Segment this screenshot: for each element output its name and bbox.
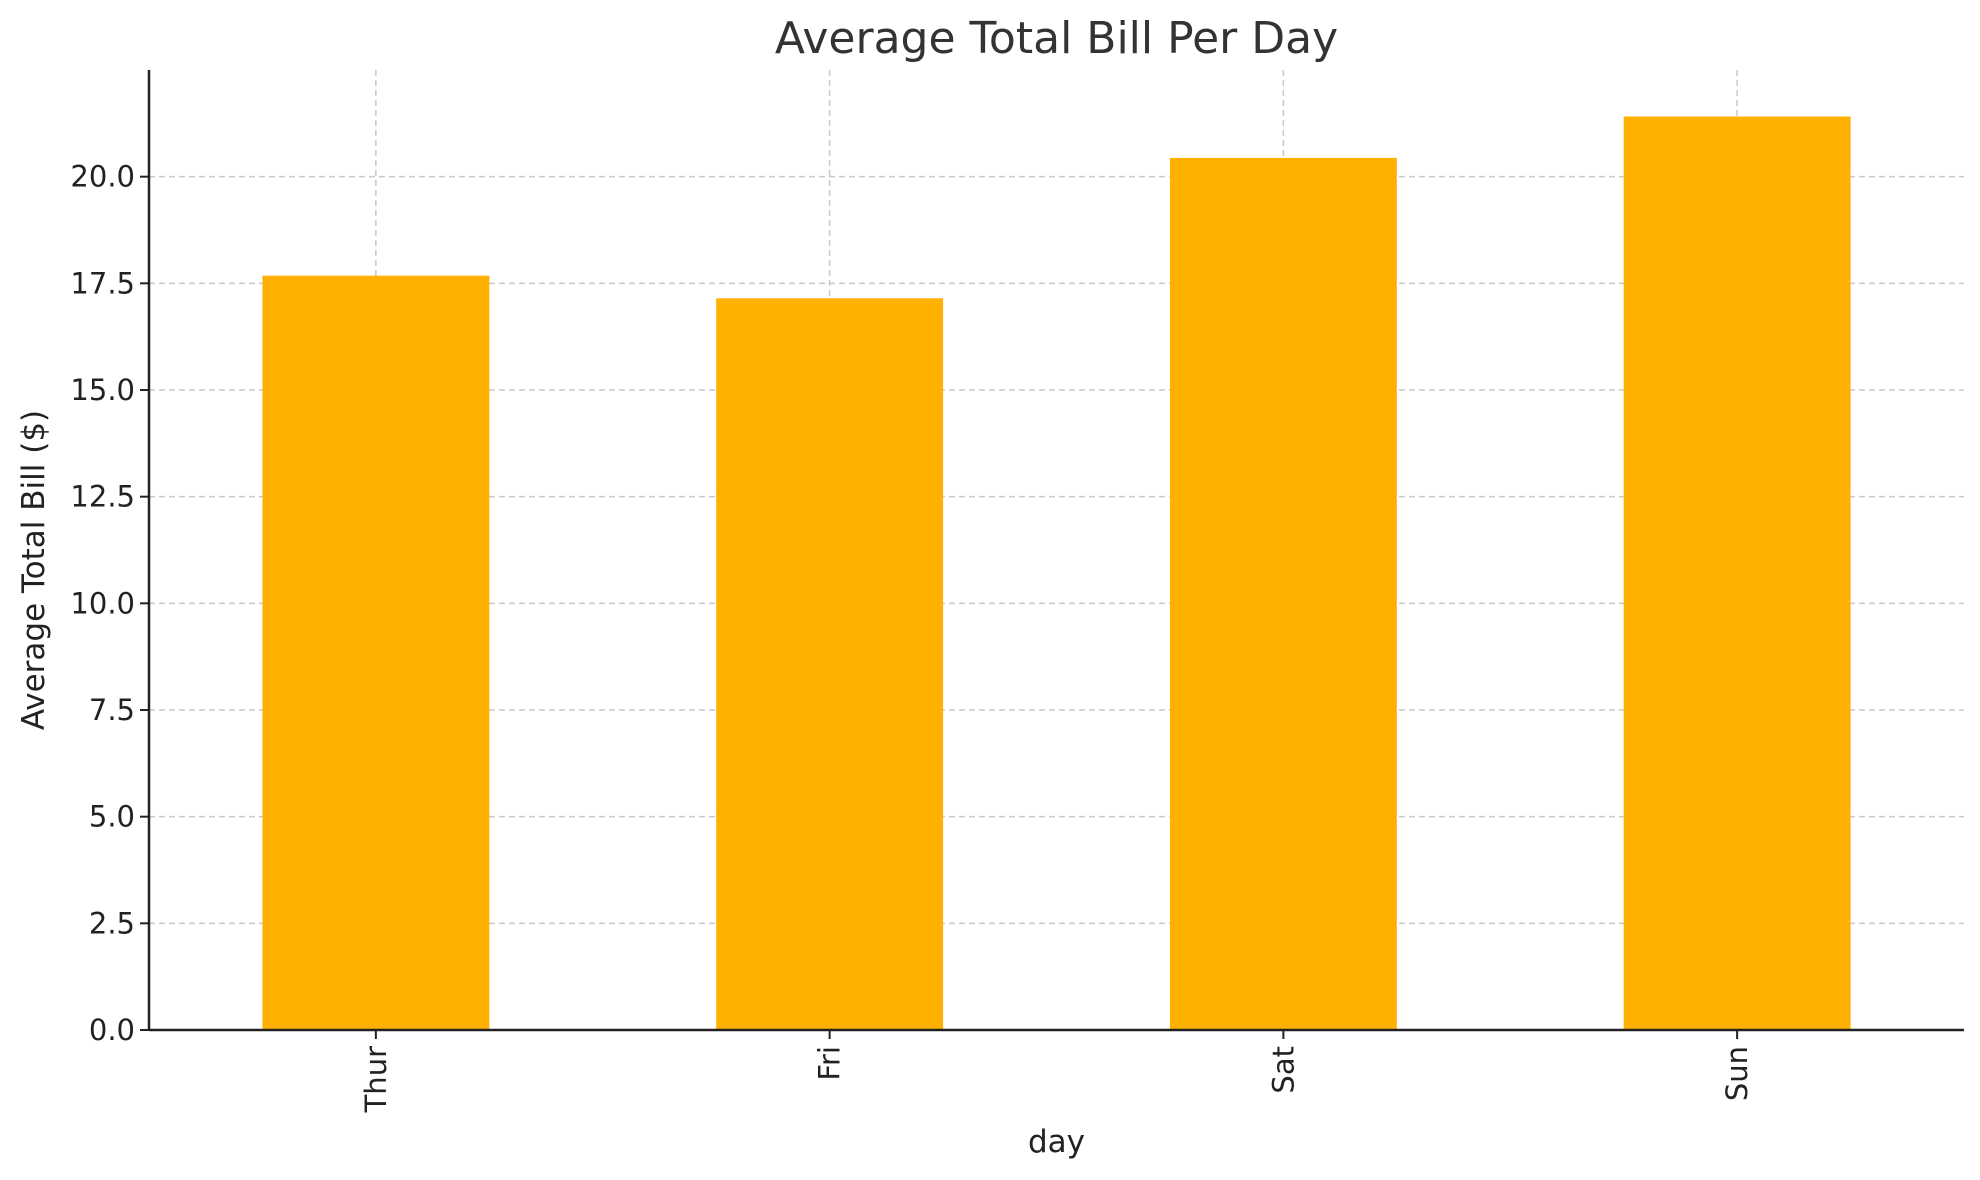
x-tick-label: Fri	[813, 1046, 847, 1081]
bar-sat	[1169, 157, 1397, 1031]
y-axis-label: Average Total Bill ($)	[16, 410, 52, 730]
y-tick-label: 15.0	[70, 373, 135, 407]
y-tick-label: 10.0	[70, 586, 135, 620]
y-tick-label: 17.5	[70, 266, 135, 300]
y-tick-label: 20.0	[70, 160, 135, 194]
bar-thur	[262, 275, 490, 1030]
bars	[262, 116, 1851, 1031]
y-tick-label: 7.5	[89, 693, 135, 727]
x-tick-label: Sun	[1720, 1046, 1754, 1101]
bar-sun	[1623, 116, 1851, 1031]
x-tick-label: Sat	[1266, 1046, 1300, 1094]
x-axis-label: day	[1028, 1124, 1085, 1160]
axes	[147, 70, 1964, 1032]
y-tick-label: 2.5	[89, 906, 135, 940]
chart-title: Average Total Bill Per Day	[775, 13, 1338, 64]
ticks: 0.0 2.5 5.0 7.5 10.0 12.5 15.0 17.5 20.0 Thur Fri S…	[70, 160, 1754, 1114]
y-tick-label: 12.5	[70, 480, 135, 514]
bar-fri	[716, 298, 944, 1030]
x-tick-label: Thur	[359, 1046, 393, 1113]
y-tick-label: 0.0	[89, 1013, 135, 1047]
y-tick-label: 5.0	[89, 800, 135, 834]
